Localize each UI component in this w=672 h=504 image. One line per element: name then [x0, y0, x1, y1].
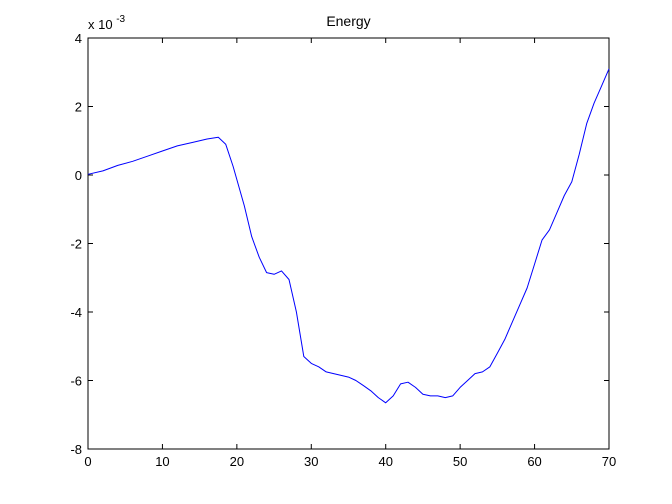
y-axis-ticks: -8 -6 -4 -2 0 2 4 — [70, 31, 609, 457]
x-tick-label: 20 — [230, 454, 244, 469]
x-tick-label: 30 — [304, 454, 318, 469]
y-tick-label: 2 — [75, 100, 82, 115]
y-tick-label: -6 — [70, 374, 82, 389]
x-tick-label: 50 — [453, 454, 467, 469]
y-tick-label: -2 — [70, 237, 82, 252]
x-axis-ticks: 0 10 20 30 40 50 60 70 — [84, 38, 616, 469]
x-tick-label: 40 — [378, 454, 392, 469]
axes-frame — [87, 37, 610, 450]
x-tick-label: 10 — [155, 454, 169, 469]
y-tick-label: -4 — [70, 305, 82, 320]
series-line — [87, 68, 610, 404]
x-tick-label: 0 — [84, 454, 91, 469]
x-tick-label: 70 — [602, 454, 616, 469]
y-tick-label: -8 — [70, 442, 82, 457]
y-tick-label: 4 — [75, 31, 82, 46]
chart-title: Energy — [326, 13, 370, 29]
y-axis-multiplier: x 10 -3 — [88, 14, 126, 32]
y-multiplier-base: x 10 — [88, 17, 113, 32]
y-multiplier-exponent: -3 — [116, 14, 125, 25]
x-tick-label: 60 — [527, 454, 541, 469]
series-group — [87, 68, 610, 404]
y-tick-label: 0 — [75, 168, 82, 183]
